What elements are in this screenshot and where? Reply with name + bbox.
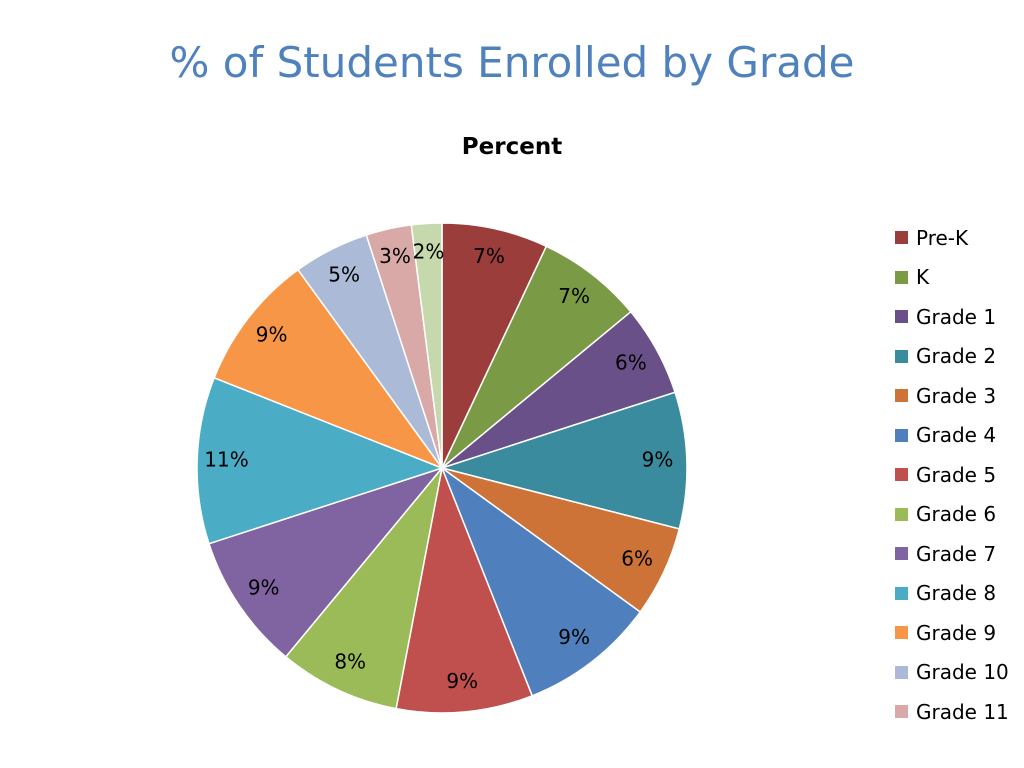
legend-item-grade-4: Grade 4: [895, 416, 1009, 456]
slide-title: % of Students Enrolled by Grade: [169, 38, 855, 87]
legend-label: Grade 10: [916, 660, 1009, 685]
legend-item-grade-10: Grade 10: [895, 653, 1009, 693]
legend-item-grade-2: Grade 2: [895, 337, 1009, 377]
data-label-grade-9: 9%: [256, 322, 288, 346]
legend-label: Grade 9: [916, 620, 997, 645]
legend-item-grade-11: Grade 11: [895, 692, 1009, 732]
legend-label: Grade 6: [916, 502, 997, 527]
data-label-grade-6: 8%: [334, 650, 366, 674]
data-label-grade-1: 6%: [615, 351, 647, 375]
legend-label: Grade 8: [916, 581, 997, 606]
legend-label: Grade 5: [916, 462, 997, 487]
legend-label: Grade 7: [916, 541, 997, 566]
legend-item-grade-6: Grade 6: [895, 495, 1009, 535]
data-label-grade-12: 2%: [413, 239, 445, 263]
legend-swatch: [895, 705, 908, 719]
data-label-grade-2: 9%: [642, 448, 674, 472]
legend-label: Pre-K: [916, 225, 969, 250]
data-label-k: 7%: [558, 284, 590, 308]
legend-swatch: [895, 310, 908, 324]
pie-slice-grade-8: [196, 376, 445, 545]
legend-swatch: [895, 349, 908, 363]
pie-slice-grade-7: [208, 466, 445, 658]
legend-swatch: [895, 231, 908, 245]
legend-swatch: [895, 626, 908, 640]
pie-slice-grade-12: [410, 222, 443, 469]
data-label-grade-4: 9%: [558, 625, 590, 649]
legend-swatch: [895, 428, 908, 442]
legend-item-grade-1: Grade 1: [895, 297, 1009, 337]
pie-slice-grade-5: [395, 465, 534, 714]
pie-slice-grade-9: [213, 268, 445, 470]
legend-swatch: [895, 270, 908, 284]
legend-item-grade-3: Grade 3: [895, 376, 1009, 416]
legend-item-grade-9: Grade 9: [895, 613, 1009, 653]
legend-swatch: [895, 507, 908, 521]
data-label-grade-3: 6%: [621, 546, 653, 570]
pie-slice-pre-k: [441, 222, 548, 469]
legend-swatch: [895, 547, 908, 561]
data-label-grade-10: 5%: [328, 262, 360, 286]
pie-slice-k: [441, 245, 632, 469]
data-label-grade-8: 11%: [204, 448, 248, 472]
legend-swatch: [895, 389, 908, 403]
data-label-grade-5: 9%: [446, 669, 478, 693]
data-label-grade-7: 9%: [248, 576, 280, 600]
legend-label: Grade 3: [916, 383, 997, 408]
chart-legend: Pre-K K Grade 1 Grade 2 Grade 3 Grade 4 Grade …: [895, 218, 1009, 732]
legend-item-pre-k: Pre-K: [895, 218, 1009, 258]
pie-slice-grade-4: [440, 465, 642, 697]
legend-swatch: [895, 665, 908, 679]
legend-swatch: [895, 586, 908, 600]
legend-label: Grade 4: [916, 423, 997, 448]
data-label-grade-11: 3%: [379, 244, 411, 268]
legend-label: Grade 1: [916, 304, 997, 329]
legend-label: K: [916, 265, 930, 290]
legend-label: Grade 11: [916, 699, 1009, 724]
legend-item-k: K: [895, 258, 1009, 298]
pie-slice-grade-2: [439, 391, 688, 530]
chart-title: Percent: [461, 134, 563, 160]
legend-swatch: [895, 468, 908, 482]
legend-item-grade-5: Grade 5: [895, 455, 1009, 495]
legend-label: Grade 2: [916, 344, 997, 369]
data-label-pre-k: 7%: [473, 244, 505, 268]
legend-item-grade-8: Grade 8: [895, 574, 1009, 614]
legend-item-grade-7: Grade 7: [895, 534, 1009, 574]
pie-slice-grade-6: [284, 467, 443, 710]
